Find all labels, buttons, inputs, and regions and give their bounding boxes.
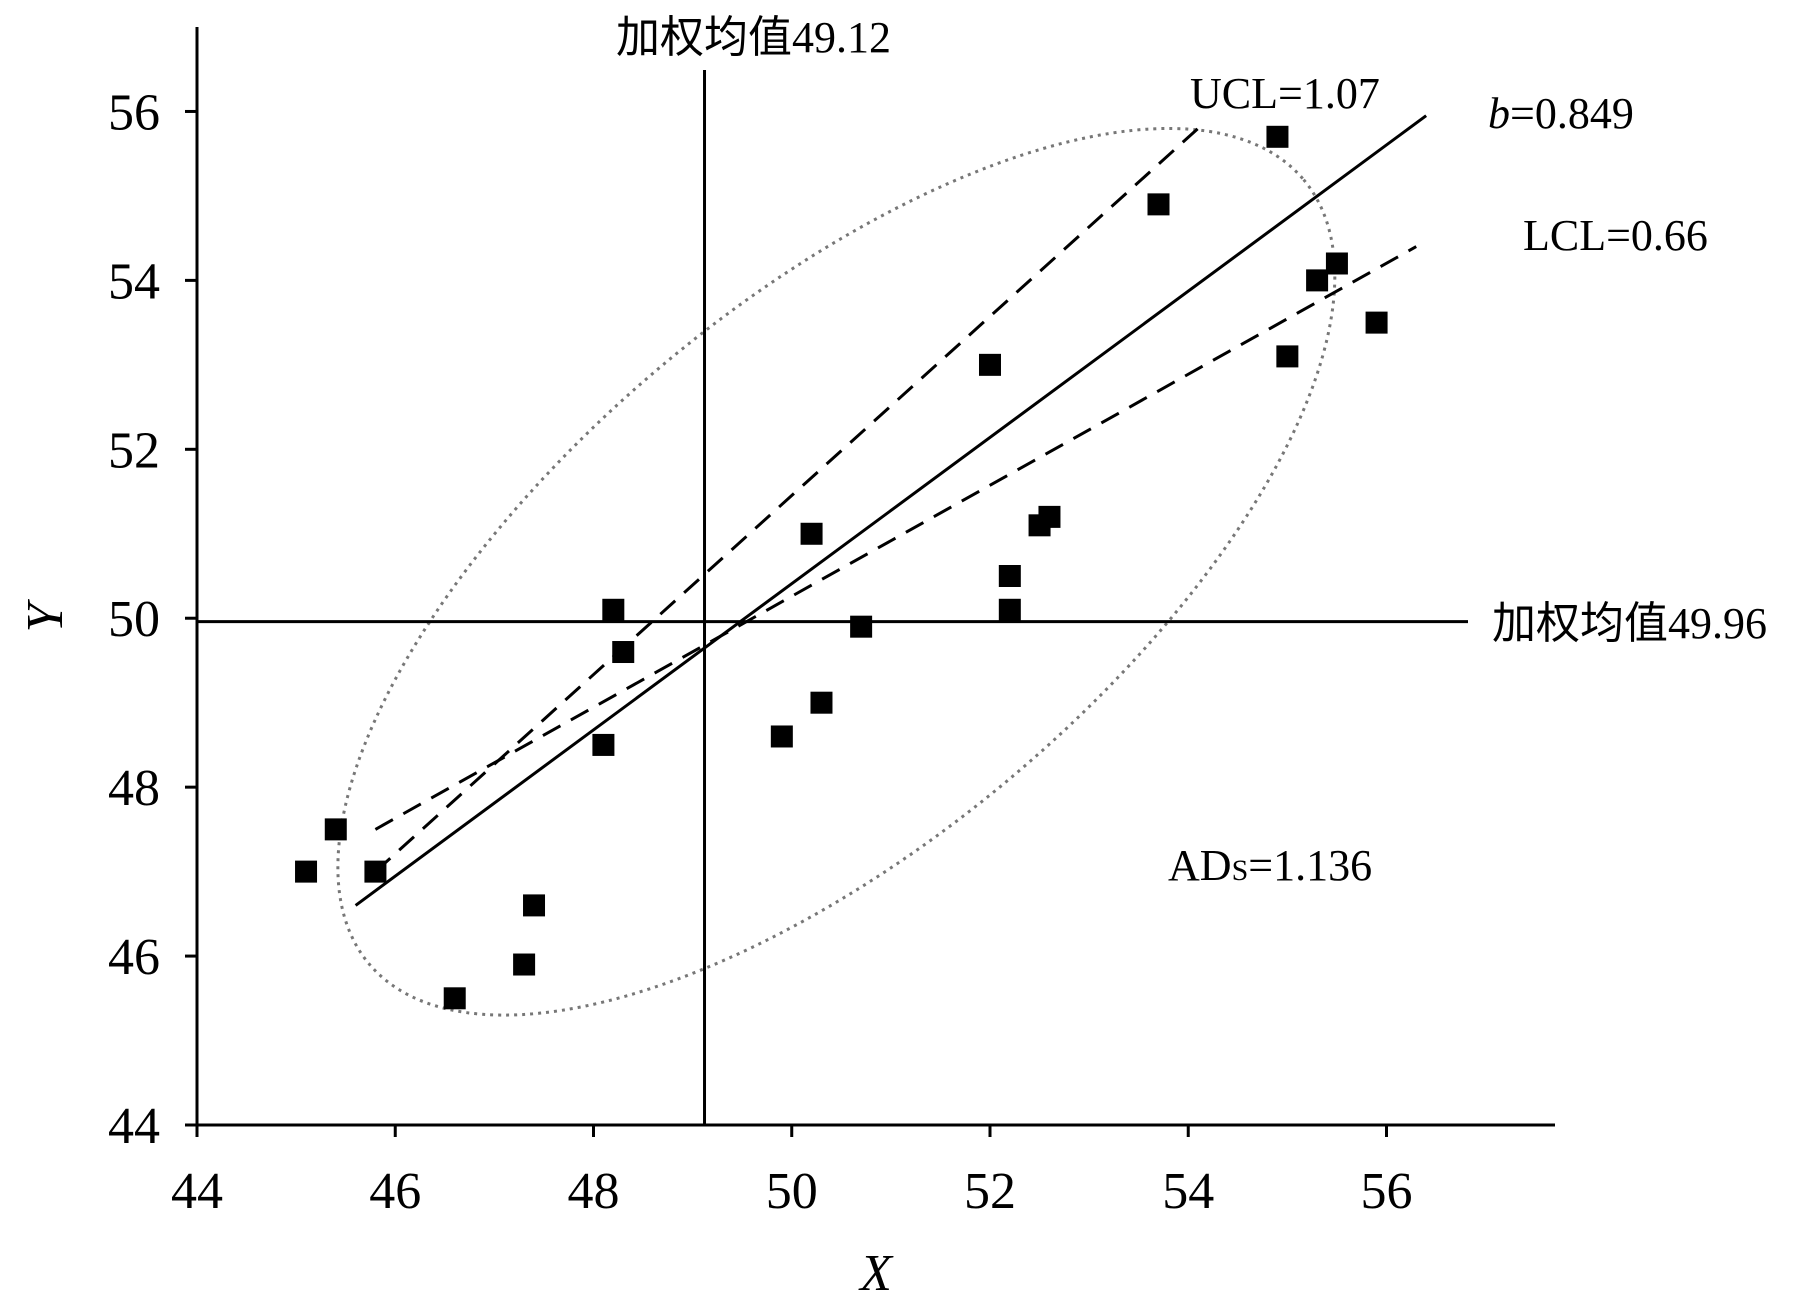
x-tick-label: 48 bbox=[567, 1163, 619, 1220]
slope-label: b=0.849 bbox=[1488, 89, 1634, 138]
y-tick-label: 56 bbox=[108, 84, 160, 141]
slope-value: =0.849 bbox=[1510, 89, 1634, 138]
y-tick-label: 50 bbox=[108, 591, 160, 648]
ads-label: ADS=1.136 bbox=[1168, 841, 1372, 890]
x-tick-label: 52 bbox=[964, 1163, 1016, 1220]
x-tick-label: 44 bbox=[171, 1163, 223, 1220]
y-tick-label: 54 bbox=[108, 253, 160, 310]
data-point bbox=[1276, 345, 1299, 368]
data-point bbox=[513, 953, 536, 976]
data-point bbox=[1266, 125, 1289, 148]
data-point bbox=[1325, 252, 1348, 275]
data-point bbox=[324, 818, 347, 841]
data-point bbox=[612, 641, 635, 664]
data-point bbox=[295, 860, 318, 883]
data-point bbox=[364, 860, 387, 883]
y-axis-label: Y bbox=[17, 598, 74, 632]
data-point bbox=[1306, 269, 1329, 292]
reference-lines-layer bbox=[197, 70, 1468, 1125]
regression-line bbox=[354, 114, 1428, 907]
data-point bbox=[1038, 505, 1061, 528]
data-point bbox=[770, 725, 793, 748]
mean-y-label: 加权均值49.96 bbox=[1492, 599, 1767, 648]
data-point bbox=[998, 598, 1021, 621]
data-point bbox=[523, 894, 546, 917]
slope-symbol: b bbox=[1488, 89, 1510, 138]
y-tick-label: 46 bbox=[108, 929, 160, 986]
x-axis-label: X bbox=[858, 1245, 894, 1302]
data-point bbox=[592, 733, 615, 756]
confidence-ellipse-layer bbox=[336, 126, 1337, 1017]
data-point bbox=[1365, 311, 1388, 334]
data-point bbox=[443, 987, 466, 1010]
ucl-line bbox=[374, 127, 1200, 873]
axes-layer: 44 46 48 50 52 54 56 44 46 48 50 52 54 56 bbox=[108, 27, 1555, 1220]
data-point bbox=[998, 565, 1021, 587]
x-tick-label: 56 bbox=[1360, 1163, 1412, 1220]
y-tick-label: 48 bbox=[108, 760, 160, 817]
y-tick-label: 44 bbox=[108, 1098, 160, 1155]
data-point bbox=[810, 691, 833, 714]
x-tick-label: 46 bbox=[369, 1163, 421, 1220]
lcl-line bbox=[374, 245, 1417, 831]
ads-main: AD bbox=[1168, 841, 1232, 890]
x-tick-label: 54 bbox=[1162, 1163, 1214, 1220]
x-tick-label: 50 bbox=[766, 1163, 818, 1220]
confidence-ellipse bbox=[336, 126, 1337, 1017]
data-points-layer bbox=[295, 125, 1388, 1010]
ucl-label: UCL=1.07 bbox=[1190, 69, 1380, 118]
ads-value: =1.136 bbox=[1248, 841, 1372, 890]
fit-lines-layer bbox=[354, 114, 1428, 907]
data-point bbox=[1147, 193, 1170, 216]
y-tick-label: 52 bbox=[108, 422, 160, 479]
data-point bbox=[978, 353, 1001, 376]
lcl-label: LCL=0.66 bbox=[1523, 211, 1708, 260]
data-point bbox=[602, 598, 625, 621]
data-point bbox=[850, 615, 873, 638]
ads-subscript: S bbox=[1232, 854, 1249, 887]
mean-x-label: 加权均值49.12 bbox=[616, 13, 891, 62]
data-point bbox=[800, 522, 823, 545]
